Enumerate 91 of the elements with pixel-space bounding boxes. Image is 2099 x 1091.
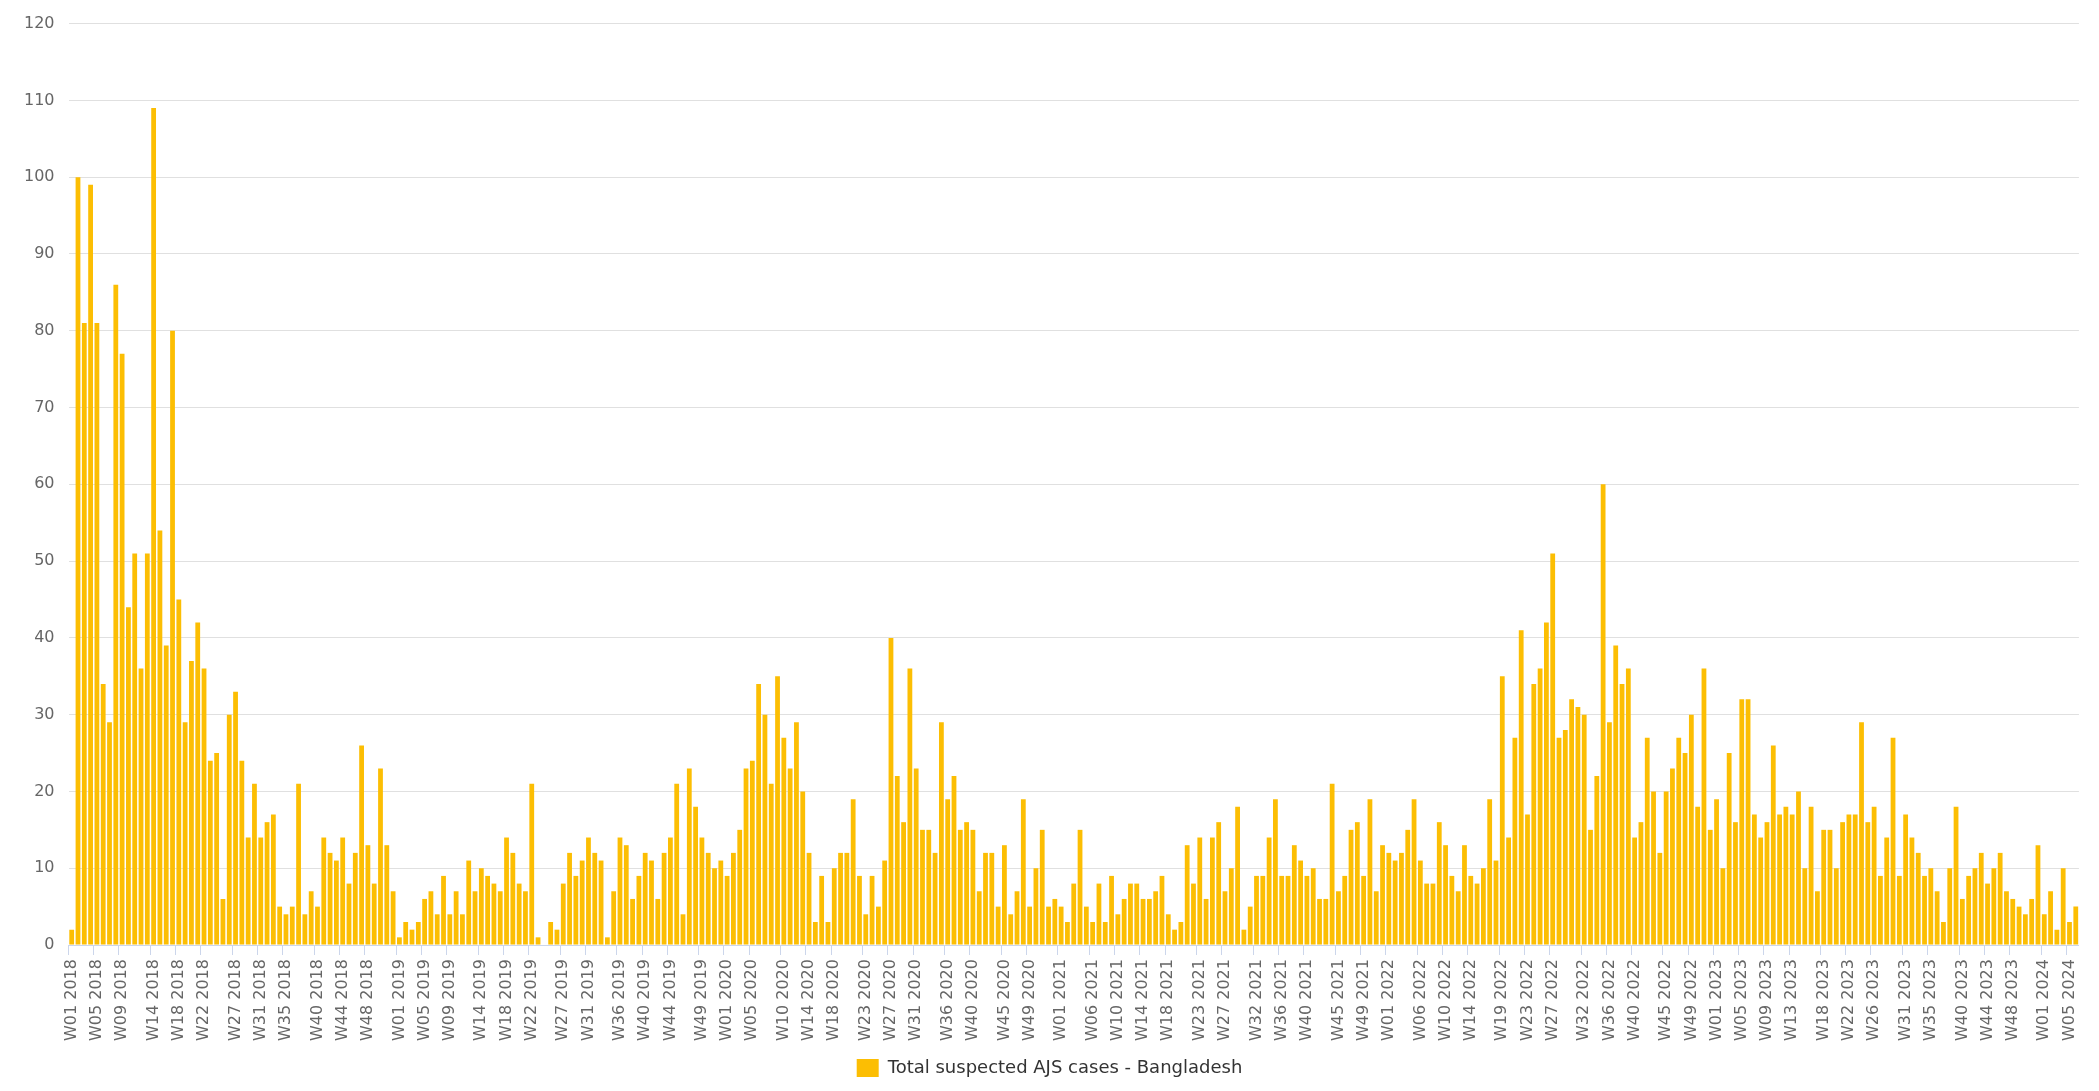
x-tick-label: W36 2022 <box>1598 959 1618 1041</box>
x-tick-label: W49 2021 <box>1352 959 1372 1041</box>
x-tick-label: W40 2023 <box>1951 959 1971 1041</box>
x-tick-label: W10 2020 <box>772 959 792 1041</box>
x-tick-label: W32 2021 <box>1245 959 1265 1041</box>
x-tick-label: W18 2023 <box>1812 959 1832 1041</box>
x-tick-label: W05 2023 <box>1730 959 1750 1041</box>
x-tick-label: W26 2023 <box>1863 959 1883 1041</box>
x-tick-label: W40 2018 <box>306 959 326 1041</box>
x-tick-label: W01 2022 <box>1378 959 1397 1041</box>
y-tick-label: 120 <box>23 12 55 32</box>
x-tick-label: W06 2021 <box>1081 959 1101 1041</box>
x-tick-label: W31 2019 <box>577 959 597 1041</box>
x-tick-label: W45 2022 <box>1655 959 1675 1041</box>
x-tick-label: W40 2022 <box>1623 959 1643 1041</box>
x-tick-label: W22 2019 <box>520 959 540 1041</box>
x-tick-label: W31 2023 <box>1894 959 1914 1041</box>
x-tick-label: W01 2023 <box>1705 959 1725 1041</box>
x-tick-label: W01 2021 <box>1050 959 1070 1041</box>
y-tick-label: 70 <box>34 396 55 416</box>
x-tick-label: W35 2018 <box>275 959 295 1041</box>
x-tick-label: W18 2021 <box>1157 959 1177 1041</box>
x-tick-label: W18 2018 <box>167 959 187 1041</box>
bar <box>548 921 554 945</box>
x-tick-label: W01 2020 <box>716 959 736 1041</box>
x-tick-label: W23 2022 <box>1516 959 1536 1041</box>
y-tick-label: 90 <box>34 243 55 263</box>
x-tick-label: W45 2020 <box>993 959 1013 1041</box>
x-tick-label: W22 2023 <box>1838 959 1858 1041</box>
x-tick-label: W06 2022 <box>1409 959 1429 1041</box>
x-tick-label: W40 2019 <box>634 959 654 1041</box>
y-tick-label: 20 <box>34 780 55 800</box>
x-tick-label: W01 2024 <box>2033 959 2053 1041</box>
x-tick-label: W14 2018 <box>142 959 162 1041</box>
x-tick-label: W27 2019 <box>552 959 572 1041</box>
y-tick-label: 0 <box>44 934 55 954</box>
x-tick-label: W27 2021 <box>1214 959 1234 1041</box>
x-tick-label: W27 2020 <box>880 959 900 1041</box>
x-tick-label: W10 2022 <box>1434 959 1454 1041</box>
x-tick-label: W27 2022 <box>1541 959 1561 1041</box>
y-tick-label: 50 <box>34 550 55 570</box>
x-tick-label: W45 2021 <box>1327 959 1347 1041</box>
x-tick-label: W01 2018 <box>60 959 80 1041</box>
x-tick-label: W05 2018 <box>86 959 106 1041</box>
x-tick-label: W14 2021 <box>1132 959 1152 1041</box>
x-tick-label: W09 2019 <box>438 959 458 1041</box>
x-tick-label: W18 2020 <box>823 959 843 1041</box>
x-tick-label: W27 2018 <box>224 959 244 1041</box>
x-tick-label: W35 2023 <box>1919 959 1939 1041</box>
bar <box>535 937 541 945</box>
x-tick-label: W05 2019 <box>413 959 433 1041</box>
y-tick-label: 110 <box>23 89 55 109</box>
x-tick-label: W22 2018 <box>193 959 213 1041</box>
x-tick-label: W49 2020 <box>1018 959 1038 1041</box>
x-tick-label: W05 2020 <box>741 959 761 1041</box>
x-tick-label: W44 2019 <box>659 959 679 1041</box>
x-tick-label: W01 2019 <box>388 959 408 1041</box>
x-tick-label: W31 2018 <box>249 959 269 1041</box>
x-tick-label: W32 2022 <box>1573 959 1593 1041</box>
x-tick-label: W18 2019 <box>495 959 515 1041</box>
bar <box>69 929 75 945</box>
x-tick-label: W05 2024 <box>2058 959 2078 1041</box>
y-tick-label: 10 <box>34 857 55 877</box>
x-tick-label: W40 2021 <box>1296 959 1316 1041</box>
y-tick-label: 100 <box>23 166 55 186</box>
x-tick-label: W09 2023 <box>1756 959 1776 1041</box>
x-tick-label: W13 2023 <box>1781 959 1801 1041</box>
x-tick-label: W36 2021 <box>1270 959 1290 1041</box>
x-tick-label: W48 2023 <box>2001 959 2021 1041</box>
x-tick-label: W19 2022 <box>1491 959 1511 1041</box>
x-tick-label: W36 2020 <box>936 959 956 1041</box>
x-tick-label: W23 2021 <box>1188 959 1208 1041</box>
y-tick-label: 60 <box>34 473 55 493</box>
y-tick-label: 80 <box>34 319 55 339</box>
x-tick-label: W31 2020 <box>905 959 925 1041</box>
x-tick-label: W40 2020 <box>962 959 982 1041</box>
x-tick-label: W14 2020 <box>798 959 818 1041</box>
x-tick-label: W14 2022 <box>1459 959 1479 1041</box>
y-tick-label: 40 <box>34 627 55 647</box>
legend-label: Total suspected AJS cases - Bangladesh <box>886 1055 1243 1077</box>
x-tick-label: W36 2019 <box>609 959 629 1041</box>
x-tick-label: W44 2018 <box>331 959 351 1041</box>
x-tick-label: W49 2019 <box>691 959 711 1041</box>
x-tick-label: W23 2020 <box>854 959 874 1041</box>
x-tick-label: W09 2018 <box>111 959 131 1041</box>
y-tick-label: 30 <box>34 703 55 723</box>
x-tick-label: W10 2021 <box>1107 959 1127 1041</box>
x-tick-label: W14 2019 <box>470 959 490 1041</box>
x-tick-label: W44 2023 <box>1976 959 1996 1041</box>
x-tick-label: W48 2018 <box>357 959 377 1041</box>
x-tick-label: W49 2022 <box>1680 959 1700 1041</box>
